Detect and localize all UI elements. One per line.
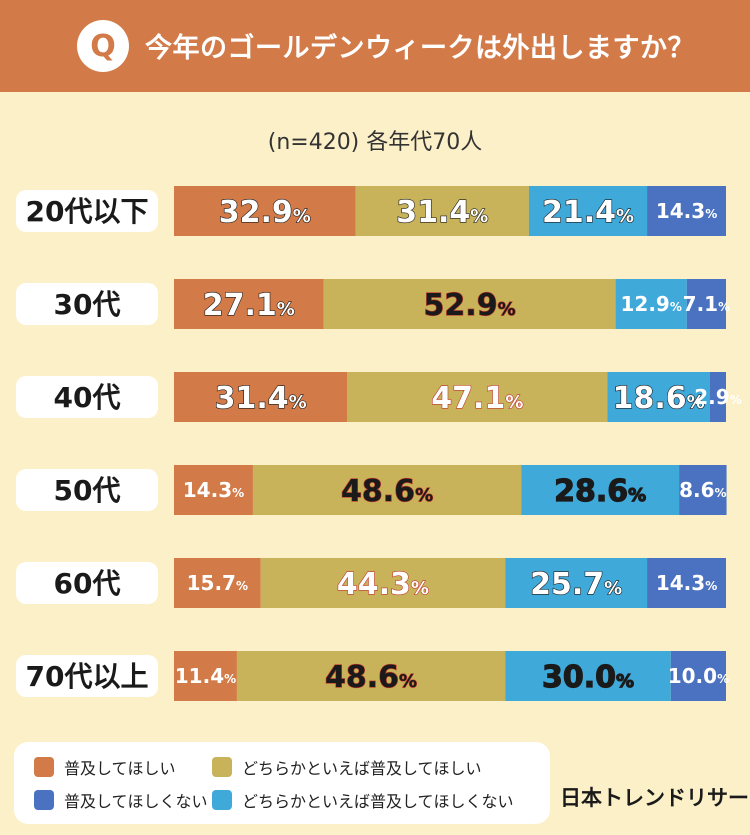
stacked-bar-chart: 20代以下 32.9% 31.4% 21.4% 14.3% 30代 27.1% 52.9% 12… — [16, 186, 742, 701]
bar-segment — [670, 651, 726, 701]
bar-segment — [347, 372, 608, 422]
value-label: 44.3% — [337, 567, 429, 602]
bar-segment — [647, 558, 726, 608]
value-label: 12.9% — [621, 292, 682, 316]
legend-label: どちらかといえば普及してほしい — [242, 759, 482, 778]
value-label: 32.9% — [219, 195, 311, 230]
category-label: 40代 — [54, 381, 121, 414]
category-label: 30代 — [54, 288, 121, 321]
category-label-box — [16, 376, 158, 418]
bar-segment — [174, 558, 261, 608]
bar-segment — [174, 186, 356, 236]
value-label: 31.4% — [396, 195, 488, 230]
value-label: 7.1% — [683, 292, 730, 316]
bar-segment — [686, 279, 726, 329]
category-label: 60代 — [54, 567, 121, 600]
bar-segment — [647, 186, 726, 236]
category-label-box — [16, 190, 158, 232]
value-label: 8.6% — [679, 478, 726, 502]
legend-swatch — [212, 757, 232, 777]
legend-item: 普及してほしくない — [34, 788, 208, 812]
legend-label: どちらかといえば普及してほしくない — [242, 792, 514, 811]
legend-label: 普及してほしい — [64, 759, 176, 778]
bar-segment — [521, 465, 680, 515]
category-label-box — [16, 655, 158, 697]
bar-segment — [615, 279, 687, 329]
bar-segment — [679, 465, 727, 515]
value-label: 52.9% — [424, 288, 516, 323]
bar-segment — [174, 372, 348, 422]
value-label: 25.7% — [530, 567, 622, 602]
bar-segment — [236, 651, 506, 701]
legend: 普及してほしい どちらかといえば普及してほしい 普及してほしくない どちらかとい… — [14, 742, 550, 824]
category-label: 70代以上 — [26, 660, 149, 693]
value-label: 47.1% — [431, 381, 523, 416]
bar-segment — [260, 558, 506, 608]
bar-segment — [174, 651, 237, 701]
value-label: 14.3% — [656, 199, 717, 223]
legend-swatch — [34, 790, 54, 810]
value-label: 14.3% — [656, 571, 717, 595]
bar-segment — [607, 372, 710, 422]
value-label: 48.6% — [325, 660, 417, 695]
value-label: 11.4% — [175, 664, 236, 688]
legend-swatch — [212, 790, 232, 810]
value-label: 10.0% — [668, 664, 729, 688]
value-label: 14.3% — [183, 478, 244, 502]
bar-segment — [252, 465, 522, 515]
bar-segment — [709, 372, 726, 422]
legend-item: どちらかといえば普及してほしくない — [212, 788, 514, 812]
sample-size-note: (n=420) 各年代70人 — [267, 130, 483, 155]
value-label: 28.6% — [554, 474, 646, 509]
bar-segment — [505, 651, 671, 701]
question-title: 今年のゴールデンウィークは外出しますか？ — [145, 33, 695, 64]
bar-segment — [355, 186, 529, 236]
legend-swatch — [34, 757, 54, 777]
category-label-box — [16, 469, 158, 511]
bar-segment — [505, 558, 648, 608]
value-label: 15.7% — [187, 571, 248, 595]
value-label: 48.6% — [341, 474, 433, 509]
legend-label: 普及してほしくない — [64, 792, 208, 811]
brand-logo: 日本トレンドリサーチ — [560, 786, 750, 810]
value-label: 30.0% — [542, 660, 634, 695]
category-label-box — [16, 562, 158, 604]
value-label: 2.9% — [694, 385, 741, 409]
value-label: 21.4% — [542, 195, 634, 230]
value-label: 18.6% — [613, 381, 705, 416]
category-label: 20代以下 — [26, 195, 149, 228]
category-label: 50代 — [54, 474, 121, 507]
bar-segment — [174, 465, 253, 515]
bar-segment — [528, 186, 648, 236]
bar-segment — [323, 279, 616, 329]
legend-item: どちらかといえば普及してほしい — [212, 755, 482, 779]
question-badge-icon: Q — [77, 20, 129, 72]
bar-segment — [174, 279, 324, 329]
question-header: Q 今年のゴールデンウィークは外出しますか？ — [0, 0, 750, 92]
value-label: 27.1% — [203, 288, 295, 323]
category-label-box — [16, 283, 158, 325]
value-label: 31.4% — [215, 381, 307, 416]
legend-item: 普及してほしい — [34, 755, 176, 779]
